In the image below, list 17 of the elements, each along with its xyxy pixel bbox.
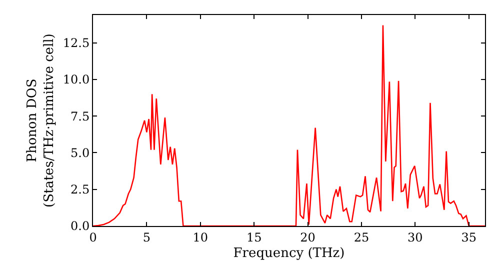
y-axis-title: Phonon DOS (States/THz·primitive cell) (24, 33, 57, 208)
y-tick-label: 7.5 (70, 109, 90, 124)
x-tick-label: 30 (408, 230, 423, 244)
x-tick-label: 5 (142, 230, 151, 244)
x-tick-label: 0 (89, 230, 97, 244)
x-tick-label: 15 (246, 230, 262, 244)
y-tick-label: 5.0 (70, 146, 90, 160)
x-axis-title: Frequency (THz) (233, 246, 345, 261)
x-tick-label: 35 (461, 230, 477, 244)
y-tick-label: 2.5 (70, 182, 90, 197)
x-tick-label: 25 (354, 230, 370, 244)
y-tick-label: 10.0 (62, 72, 90, 87)
y-tick-label: 0.0 (70, 219, 90, 234)
x-tick-label: 20 (300, 230, 316, 244)
x-tick-label: 10 (192, 230, 208, 244)
line-series (93, 24, 485, 226)
y-tick-label: 12.5 (62, 36, 90, 50)
